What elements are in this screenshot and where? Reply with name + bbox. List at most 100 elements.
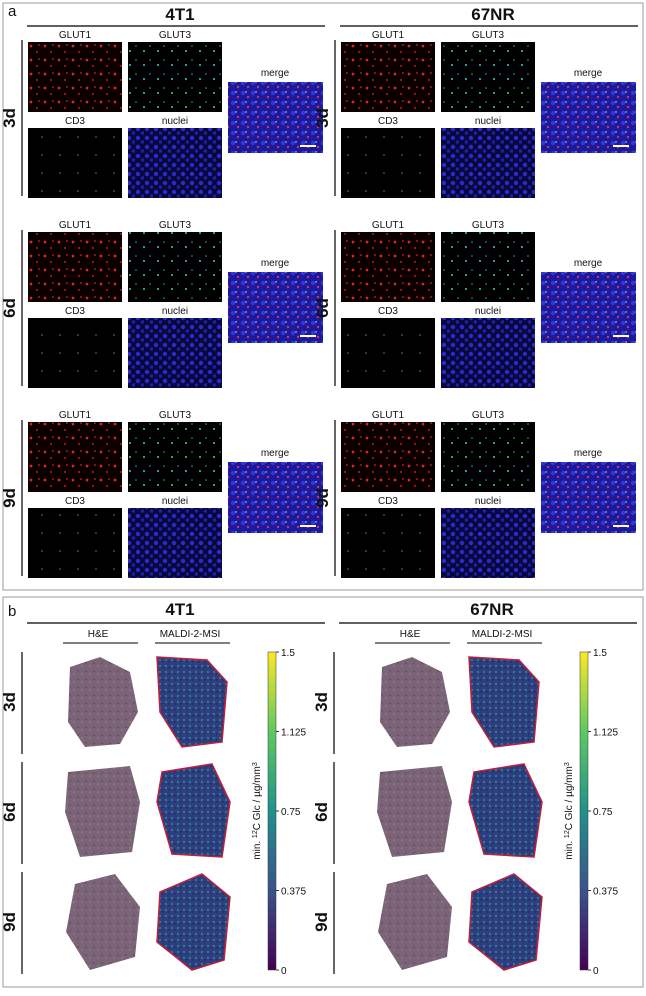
- panel-a-frame: [2, 2, 644, 591]
- image-label: merge: [574, 448, 603, 459]
- micrograph: [28, 422, 122, 492]
- colorbar-tick-label: 0: [593, 966, 599, 977]
- micrograph: [541, 82, 636, 153]
- label-part: C Glc / µg/mm: [252, 766, 263, 830]
- label-part: min.: [564, 838, 575, 860]
- micrograph: [441, 508, 535, 578]
- micrograph: [228, 272, 323, 343]
- he-section: [377, 766, 452, 857]
- image-label: merge: [574, 258, 603, 269]
- image-label: merge: [261, 448, 290, 459]
- msi-image: [156, 656, 228, 748]
- image-label: GLUT3: [472, 220, 505, 231]
- row-label: 9d: [312, 912, 331, 932]
- micrograph: [341, 42, 435, 112]
- msi-image: [468, 656, 540, 748]
- image-label: CD3: [65, 306, 85, 317]
- he-section: [66, 874, 140, 970]
- micrograph: [541, 462, 636, 533]
- image-label: merge: [574, 68, 603, 79]
- image-label: GLUT1: [59, 410, 92, 421]
- msi-image: [156, 763, 231, 858]
- row-label: 9d: [313, 488, 332, 508]
- image-label: merge: [261, 258, 290, 269]
- micrograph: [441, 42, 535, 112]
- micrograph: [341, 318, 435, 388]
- group-title: 4T1: [165, 600, 194, 619]
- label-part: min.: [252, 838, 263, 860]
- image-label: GLUT1: [372, 220, 405, 231]
- colorbar-tick-label: 0.75: [281, 807, 301, 818]
- micrograph: [128, 128, 222, 198]
- label-part: 12: [564, 830, 571, 838]
- image-label: CD3: [378, 116, 398, 127]
- micrograph: [28, 318, 122, 388]
- group-title: 4T1: [165, 5, 194, 24]
- msi-image: [468, 763, 543, 858]
- row-label: 6d: [313, 298, 332, 318]
- image-label: nuclei: [162, 116, 188, 127]
- micrograph: [541, 272, 636, 343]
- colorbar-tick-label: 0.75: [593, 807, 613, 818]
- image-label: GLUT3: [159, 30, 192, 41]
- row-label: 6d: [312, 802, 331, 822]
- micrograph: [128, 422, 222, 492]
- row-label: 6d: [0, 802, 19, 822]
- image-label: merge: [261, 68, 290, 79]
- micrograph: [28, 42, 122, 112]
- image-label: CD3: [65, 116, 85, 127]
- label-part: C Glc / µg/mm: [564, 766, 575, 830]
- he-section: [380, 657, 450, 747]
- image-label: GLUT1: [372, 30, 405, 41]
- colorbar-tick-label: 1.5: [593, 648, 607, 659]
- image-label: nuclei: [162, 306, 188, 317]
- colorbar-tick-label: 1.125: [281, 728, 306, 739]
- label-part: 3: [252, 762, 259, 766]
- micrograph: [341, 508, 435, 578]
- row-label: 3d: [0, 692, 19, 712]
- micrograph: [441, 128, 535, 198]
- image-label: CD3: [378, 496, 398, 507]
- row-label: 9d: [0, 488, 19, 508]
- micrograph: [341, 128, 435, 198]
- colorbar-label: min. 12C Glc / µg/mm3: [564, 762, 576, 860]
- colorbar-tick-label: 0: [281, 966, 287, 977]
- micrograph: [341, 422, 435, 492]
- colorbar-tick-label: 0.375: [281, 887, 306, 898]
- micrograph: [128, 42, 222, 112]
- micrograph: [28, 128, 122, 198]
- column-label: H&E: [400, 629, 421, 640]
- micrograph: [228, 462, 323, 533]
- micrograph: [128, 318, 222, 388]
- column-label: MALDI-2-MSI: [160, 629, 221, 640]
- micrograph: [128, 232, 222, 302]
- he-section: [65, 766, 140, 857]
- group-title: 67NR: [471, 5, 514, 24]
- image-label: nuclei: [475, 116, 501, 127]
- image-label: GLUT3: [472, 410, 505, 421]
- micrograph: [28, 232, 122, 302]
- colorbar: [579, 651, 589, 971]
- image-label: GLUT1: [59, 30, 92, 41]
- row-label: 6d: [0, 298, 19, 318]
- image-label: nuclei: [162, 496, 188, 507]
- panel-label: b: [8, 603, 16, 620]
- micrograph: [28, 508, 122, 578]
- panel-label: a: [8, 3, 17, 20]
- label-part: 3: [564, 762, 571, 766]
- msi-image: [156, 873, 231, 971]
- image-label: GLUT1: [372, 410, 405, 421]
- colorbar-tick-label: 1.125: [593, 728, 618, 739]
- image-label: nuclei: [475, 306, 501, 317]
- image-label: GLUT3: [159, 220, 192, 231]
- image-label: CD3: [65, 496, 85, 507]
- column-label: H&E: [88, 629, 109, 640]
- image-label: GLUT1: [59, 220, 92, 231]
- he-section: [378, 874, 452, 970]
- image-label: GLUT3: [472, 30, 505, 41]
- panel-b-frame: [2, 596, 644, 988]
- column-label: MALDI-2-MSI: [472, 629, 533, 640]
- row-label: 9d: [0, 912, 19, 932]
- row-label: 3d: [0, 108, 19, 128]
